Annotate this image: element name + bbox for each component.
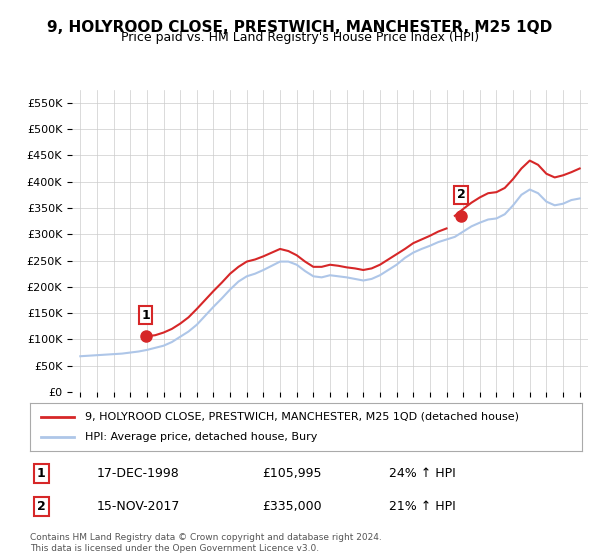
Text: 9, HOLYROOD CLOSE, PRESTWICH, MANCHESTER, M25 1QD (detached house): 9, HOLYROOD CLOSE, PRESTWICH, MANCHESTER… — [85, 412, 519, 422]
Text: 9, HOLYROOD CLOSE, PRESTWICH, MANCHESTER, M25 1QD: 9, HOLYROOD CLOSE, PRESTWICH, MANCHESTER… — [47, 20, 553, 35]
Text: 15-NOV-2017: 15-NOV-2017 — [96, 500, 179, 513]
Text: 21% ↑ HPI: 21% ↑ HPI — [389, 500, 455, 513]
Text: Price paid vs. HM Land Registry's House Price Index (HPI): Price paid vs. HM Land Registry's House … — [121, 31, 479, 44]
Text: £105,995: £105,995 — [262, 467, 322, 480]
Text: 2: 2 — [457, 188, 466, 201]
Text: £335,000: £335,000 — [262, 500, 322, 513]
Text: 1: 1 — [37, 467, 46, 480]
Text: HPI: Average price, detached house, Bury: HPI: Average price, detached house, Bury — [85, 432, 317, 442]
Text: 2: 2 — [37, 500, 46, 513]
Text: 17-DEC-1998: 17-DEC-1998 — [96, 467, 179, 480]
Text: 1: 1 — [141, 309, 150, 321]
Text: Contains HM Land Registry data © Crown copyright and database right 2024.
This d: Contains HM Land Registry data © Crown c… — [30, 533, 382, 553]
Text: 24% ↑ HPI: 24% ↑ HPI — [389, 467, 455, 480]
